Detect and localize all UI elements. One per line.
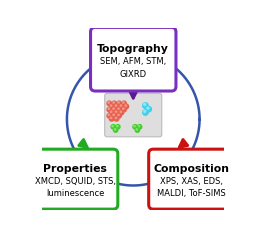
Circle shape (107, 101, 112, 106)
Circle shape (113, 102, 114, 103)
Text: XMCD, SQUID, STS,
luminescence: XMCD, SQUID, STS, luminescence (35, 177, 116, 198)
Circle shape (120, 105, 122, 106)
Circle shape (125, 105, 127, 106)
Circle shape (110, 111, 112, 113)
Circle shape (108, 114, 109, 116)
Circle shape (115, 105, 117, 106)
FancyBboxPatch shape (149, 149, 234, 209)
FancyBboxPatch shape (90, 27, 176, 91)
Circle shape (134, 125, 135, 127)
Circle shape (110, 105, 112, 106)
Circle shape (135, 128, 140, 132)
Circle shape (109, 110, 114, 115)
FancyBboxPatch shape (32, 149, 118, 209)
Circle shape (118, 108, 119, 109)
Circle shape (122, 107, 126, 112)
FancyBboxPatch shape (105, 93, 162, 137)
Text: Topography: Topography (97, 44, 169, 54)
Circle shape (117, 114, 121, 118)
Circle shape (117, 107, 121, 112)
Circle shape (112, 101, 116, 106)
Circle shape (114, 110, 119, 115)
Circle shape (112, 114, 116, 118)
Text: XPS, XAS, EDS,
MALDI, ToF-SIMS: XPS, XAS, EDS, MALDI, ToF-SIMS (157, 177, 226, 198)
Circle shape (116, 125, 120, 129)
Circle shape (116, 125, 118, 127)
Circle shape (119, 104, 124, 109)
Circle shape (143, 110, 148, 115)
Circle shape (138, 125, 140, 127)
Circle shape (120, 111, 122, 113)
Circle shape (112, 107, 116, 112)
Text: Properties: Properties (43, 164, 107, 174)
Circle shape (138, 125, 142, 129)
Circle shape (115, 111, 117, 113)
Circle shape (123, 102, 124, 103)
Circle shape (110, 117, 112, 119)
Circle shape (136, 129, 138, 130)
Circle shape (143, 103, 148, 108)
Circle shape (133, 125, 137, 129)
Circle shape (144, 110, 146, 113)
Text: Composition: Composition (153, 164, 229, 174)
Circle shape (114, 117, 119, 121)
Circle shape (113, 128, 118, 132)
Circle shape (114, 104, 119, 109)
Circle shape (123, 108, 124, 109)
Circle shape (114, 129, 116, 130)
Circle shape (118, 102, 119, 103)
Circle shape (112, 125, 113, 127)
Circle shape (144, 103, 146, 105)
Circle shape (109, 117, 114, 121)
Circle shape (111, 125, 115, 129)
Circle shape (108, 102, 109, 103)
Circle shape (113, 108, 114, 109)
Circle shape (119, 110, 124, 115)
Circle shape (108, 108, 109, 109)
Circle shape (124, 104, 129, 109)
Circle shape (147, 107, 149, 109)
Circle shape (109, 104, 114, 109)
Circle shape (118, 114, 119, 116)
Circle shape (117, 101, 121, 106)
Circle shape (107, 114, 112, 118)
Circle shape (146, 106, 151, 112)
Circle shape (122, 101, 126, 106)
Text: SEM, AFM, STM,
GIXRD: SEM, AFM, STM, GIXRD (100, 57, 166, 79)
Circle shape (113, 114, 114, 116)
Circle shape (115, 117, 117, 119)
Circle shape (107, 107, 112, 112)
